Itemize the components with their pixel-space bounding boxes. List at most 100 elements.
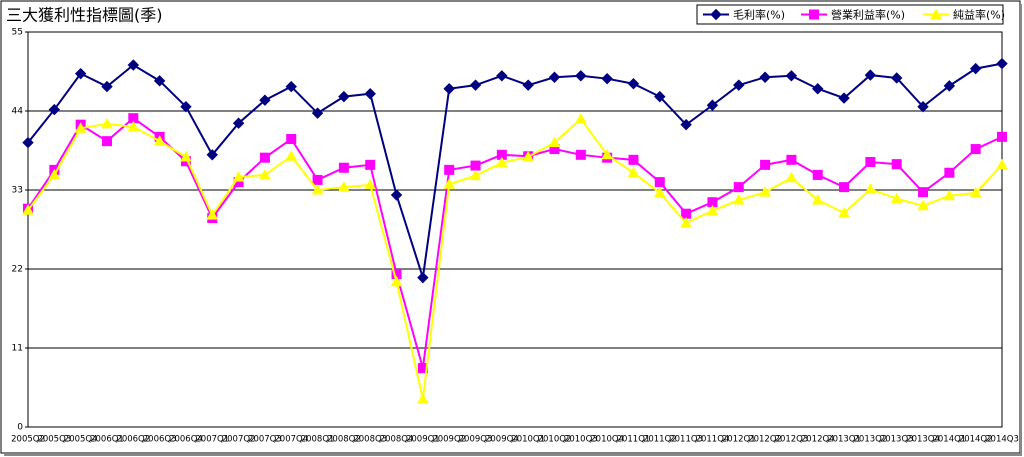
marker <box>522 150 535 162</box>
marker <box>732 194 745 205</box>
marker <box>785 171 798 183</box>
x-tick-label: 2006Q3 <box>143 435 177 445</box>
marker <box>890 72 903 84</box>
x-tick-label: 2014Q1 <box>932 435 966 445</box>
marker <box>996 158 1008 170</box>
marker <box>232 117 245 129</box>
x-tick-label: 2009Q2 <box>432 435 466 445</box>
x-tick-label: 2010Q3 <box>564 435 598 445</box>
marker <box>575 70 587 82</box>
marker <box>944 167 955 178</box>
marker <box>628 154 639 165</box>
x-tick-label: 2012Q4 <box>801 435 835 445</box>
marker <box>22 136 34 149</box>
marker <box>180 100 192 113</box>
marker <box>706 204 719 216</box>
series-line <box>27 62 1003 278</box>
marker <box>890 192 903 204</box>
marker <box>548 71 561 83</box>
marker <box>469 79 482 91</box>
y-tick-label: 55 <box>12 28 23 38</box>
x-tick-label: 2009Q1 <box>406 435 440 445</box>
x-tick-label: 2013Q3 <box>880 435 914 445</box>
x-tick-label: 2008Q4 <box>380 435 414 445</box>
x-tick-label: 2006Q1 <box>90 435 124 445</box>
x-tick-label: 2005Q3 <box>37 435 71 445</box>
marker <box>760 159 771 170</box>
marker <box>470 160 481 171</box>
marker <box>365 159 376 170</box>
marker <box>311 107 324 119</box>
marker <box>811 194 824 205</box>
marker <box>575 149 586 160</box>
marker <box>865 156 876 167</box>
x-tick-label: 2013Q1 <box>827 435 861 445</box>
legend-marker <box>930 8 942 19</box>
marker <box>733 79 745 91</box>
x-tick-label: 2008Q3 <box>353 435 387 445</box>
frame-shadow <box>4 454 1022 456</box>
marker <box>101 136 112 147</box>
marker <box>48 168 61 180</box>
marker <box>101 80 113 93</box>
marker <box>759 71 771 83</box>
marker <box>786 154 797 165</box>
marker <box>469 169 482 181</box>
marker <box>970 144 981 155</box>
x-tick-label: 2012Q3 <box>775 435 809 445</box>
marker <box>417 271 429 284</box>
marker <box>153 135 166 146</box>
x-tick-label: 2012Q2 <box>748 435 782 445</box>
marker <box>364 88 376 100</box>
marker <box>601 72 613 85</box>
marker <box>943 80 956 92</box>
marker <box>943 189 956 201</box>
marker <box>680 217 692 228</box>
frame-shadow <box>1020 4 1022 456</box>
marker <box>680 118 692 131</box>
marker <box>785 70 798 82</box>
x-tick-label: 2012Q1 <box>722 435 756 445</box>
marker <box>864 183 877 194</box>
marker <box>390 189 403 201</box>
marker <box>74 122 87 133</box>
marker <box>681 208 692 219</box>
x-tick-label: 2010Q4 <box>590 435 624 445</box>
marker <box>654 90 666 103</box>
marker <box>838 92 850 104</box>
marker <box>390 275 403 287</box>
marker <box>997 131 1007 142</box>
marker <box>733 182 744 193</box>
x-tick-label: 2007Q2 <box>222 435 256 445</box>
x-tick-label: 2010Q2 <box>538 435 572 445</box>
x-tick-label: 2014Q2 <box>959 435 993 445</box>
marker <box>969 62 982 75</box>
marker <box>496 70 508 82</box>
marker <box>759 186 771 197</box>
marker <box>627 78 640 90</box>
y-tick-label: 22 <box>12 265 23 275</box>
marker <box>153 75 166 87</box>
y-tick-label: 0 <box>17 423 23 433</box>
x-tick-label: 2008Q1 <box>301 435 335 445</box>
y-tick-label: 33 <box>12 186 23 196</box>
x-tick-label: 2013Q4 <box>906 435 940 445</box>
plot-area <box>27 31 1003 428</box>
marker <box>285 150 298 161</box>
marker <box>891 159 902 170</box>
x-tick-label: 2010Q1 <box>511 435 545 445</box>
x-tick-label: 2011Q3 <box>669 435 703 445</box>
marker <box>101 117 113 129</box>
marker <box>259 168 271 180</box>
x-tick-label: 2011Q1 <box>617 435 651 445</box>
marker <box>548 136 561 148</box>
x-tick-label: 2005Q4 <box>64 435 98 445</box>
marker <box>495 156 508 168</box>
x-tick-label: 2005Q2 <box>11 435 45 445</box>
legend-marker <box>809 9 819 20</box>
marker <box>574 112 587 124</box>
marker <box>917 100 929 113</box>
x-tick-label: 2009Q4 <box>485 435 519 445</box>
x-tick-label: 2008Q2 <box>327 435 361 445</box>
